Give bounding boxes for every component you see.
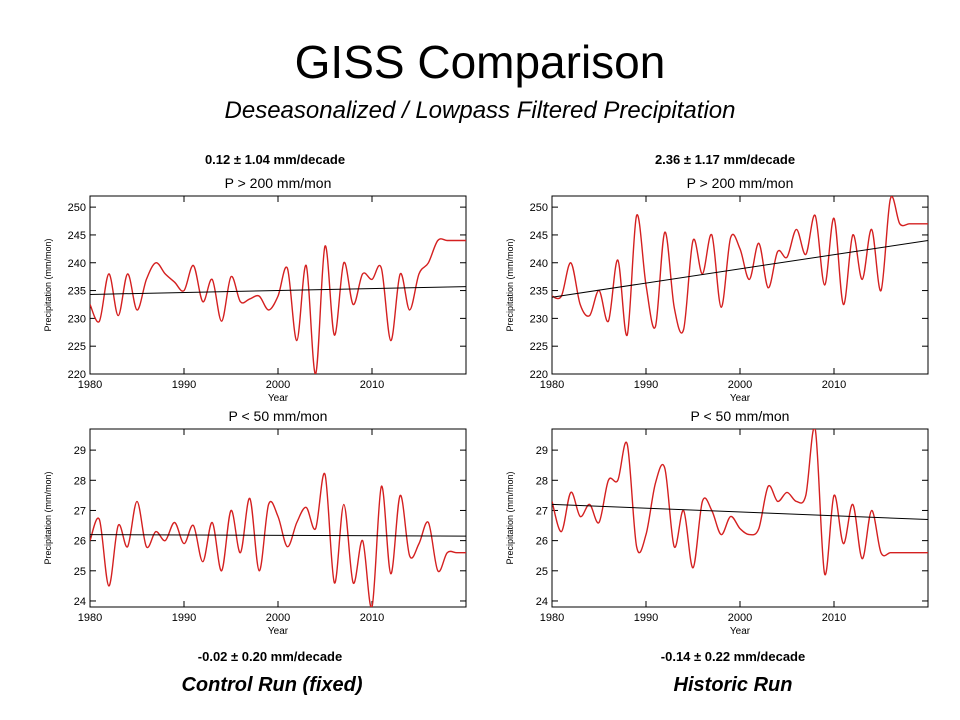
x-tick-label: 1980: [78, 379, 102, 391]
y-tick-label: 245: [68, 230, 86, 242]
x-tick-label: 2010: [360, 612, 384, 624]
y-tick-label: 250: [530, 202, 548, 214]
y-tick-label: 26: [536, 536, 548, 548]
y-tick-label: 230: [68, 313, 86, 325]
y-tick-label: 27: [74, 505, 86, 517]
y-tick-label: 25: [536, 566, 548, 578]
chart-control-high: P > 200 mm/mon 220 225 230 235 240 245 250 1980 1…: [38, 172, 470, 415]
x-axis-label: Year: [730, 393, 751, 404]
x-tick-label: 2010: [822, 379, 846, 391]
trend-label-control-top: 0.12 ± 1.04 mm/decade: [204, 152, 346, 167]
y-tick-label: 27: [536, 505, 548, 517]
y-tick-label: 235: [530, 286, 548, 298]
x-tick-label: 2010: [822, 612, 846, 624]
y-tick-label: 250: [68, 202, 86, 214]
x-tick-label: 2000: [728, 379, 752, 391]
run-label-control: Control Run (fixed): [181, 674, 363, 696]
x-tick-label: 1990: [172, 612, 196, 624]
y-axis-label: Precipitation (mm/mon): [43, 471, 53, 564]
chart-historic-high-svg: P > 200 mm/mon 220 225 230 235 240 245 250 1980 1…: [505, 175, 929, 404]
chart-title: P > 200 mm/mon: [687, 175, 794, 191]
y-tick-label: 25: [74, 566, 86, 578]
trend-line: [89, 534, 467, 537]
precip-series-line: [90, 238, 466, 374]
chart-control-low-svg: P < 50 mm/mon 24 25 26 27 28 29 1980 1990 2000 201…: [43, 408, 467, 637]
y-tick-label: 29: [536, 445, 548, 457]
y-tick-label: 24: [536, 596, 548, 608]
x-axis-label: Year: [268, 393, 289, 404]
x-tick-label: 2000: [266, 612, 290, 624]
y-tick-label: 24: [74, 596, 86, 608]
trend-label-historic-bottom: -0.14 ± 0.22 mm/decade: [660, 649, 806, 664]
run-label-historic: Historic Run: [673, 674, 793, 696]
plot-frame: [551, 428, 929, 608]
x-axis-label: Year: [268, 626, 289, 637]
x-tick-label: 1990: [172, 379, 196, 391]
y-tick-label: 245: [530, 230, 548, 242]
y-tick-label: 26: [74, 536, 86, 548]
y-tick-label: 240: [68, 258, 86, 270]
y-tick-label: 235: [68, 286, 86, 298]
chart-historic-low: P < 50 mm/mon 24 25 26 27 28 29 1980 1990 2000 201…: [500, 405, 932, 648]
precip-series-line: [552, 196, 928, 336]
page-title: GISS Comparison: [294, 36, 666, 88]
page-subtitle: Deseasonalized / Lowpass Filtered Precip…: [224, 97, 736, 124]
trend-line: [89, 286, 467, 295]
trend-label-historic-top: 2.36 ± 1.17 mm/decade: [654, 152, 796, 167]
x-axis-label: Year: [730, 626, 751, 637]
y-tick-label: 230: [530, 313, 548, 325]
plot-frame: [551, 195, 929, 375]
y-tick-label: 225: [68, 341, 86, 353]
x-tick-label: 1980: [540, 612, 564, 624]
y-tick-label: 225: [530, 341, 548, 353]
trend-line: [551, 240, 929, 298]
chart-control-low: P < 50 mm/mon 24 25 26 27 28 29 1980 1990 2000 201…: [38, 405, 470, 648]
x-tick-label: 1980: [540, 379, 564, 391]
y-tick-label: 220: [530, 369, 548, 381]
trend-line: [551, 503, 929, 521]
y-tick-label: 240: [530, 258, 548, 270]
y-axis-label: Precipitation (mm/mon): [505, 238, 515, 331]
plot-frame: [89, 195, 467, 375]
chart-control-high-svg: P > 200 mm/mon 220 225 230 235 240 245 250 1980 1…: [43, 175, 467, 404]
y-axis-label: Precipitation (mm/mon): [505, 471, 515, 564]
y-tick-label: 28: [536, 475, 548, 487]
x-tick-label: 1990: [634, 612, 658, 624]
x-tick-label: 2010: [360, 379, 384, 391]
y-axis-label: Precipitation (mm/mon): [43, 238, 53, 331]
x-tick-label: 2000: [728, 612, 752, 624]
trend-label-control-bottom: -0.02 ± 0.20 mm/decade: [197, 649, 343, 664]
x-tick-label: 2000: [266, 379, 290, 391]
chart-title: P < 50 mm/mon: [229, 408, 328, 424]
y-tick-label: 28: [74, 475, 86, 487]
x-tick-label: 1980: [78, 612, 102, 624]
chart-historic-low-svg: P < 50 mm/mon 24 25 26 27 28 29 1980 1990 2000 201…: [505, 408, 929, 637]
chart-title: P > 200 mm/mon: [225, 175, 332, 191]
y-tick-label: 220: [68, 369, 86, 381]
chart-historic-high: P > 200 mm/mon 220 225 230 235 240 245 250 1980 1…: [500, 172, 932, 415]
x-tick-label: 1990: [634, 379, 658, 391]
y-tick-label: 29: [74, 445, 86, 457]
precip-series-line: [552, 429, 928, 576]
precip-series-line: [90, 472, 466, 607]
chart-title: P < 50 mm/mon: [691, 408, 790, 424]
